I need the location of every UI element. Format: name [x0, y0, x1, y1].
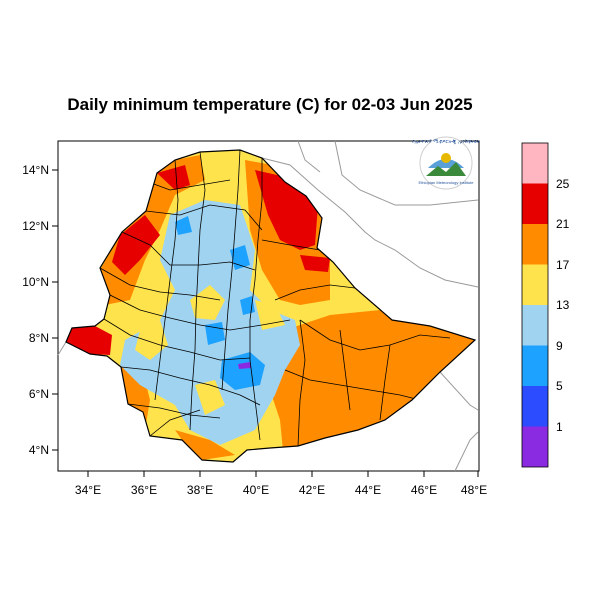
colorbar-label: 1 [556, 420, 563, 434]
admin-boundaries [99, 150, 451, 447]
colorbar-label: 25 [556, 177, 570, 191]
colorbar-label: 13 [556, 298, 570, 312]
colorbar-bin [522, 386, 548, 427]
colorbar-bin [522, 345, 548, 386]
x-tick-label: 46°E [411, 483, 437, 497]
map-title: Daily minimum temperature (C) for 02-03 … [67, 95, 473, 114]
colorbar-bin [522, 143, 548, 184]
colorbar: 25 21 17 13 9 5 1 [521, 142, 570, 468]
colorbar-bin [522, 305, 548, 346]
y-tick-label: 8°N [29, 331, 49, 345]
x-tick-label: 44°E [355, 483, 381, 497]
colorbar-bin [522, 224, 548, 265]
logo-name-text: Ethiopian Meteorology Institute [419, 180, 475, 185]
colorbar-bin [522, 264, 548, 305]
x-axis: 34°E 36°E 38°E 40°E 42°E 44°E 46°E 48°E [75, 471, 487, 497]
y-tick-label: 4°N [29, 443, 49, 457]
logo-arc-text: የኢትዮጵያ ሚቲዎሮሎጂ ኢንስቲትዩት [412, 139, 481, 145]
x-tick-label: 48°E [461, 483, 487, 497]
colorbar-label: 5 [556, 379, 563, 393]
colorbar-label: 21 [556, 217, 570, 231]
colorbar-bin [522, 183, 548, 224]
x-tick-label: 34°E [75, 483, 101, 497]
colorbar-label: 9 [556, 339, 563, 353]
y-tick-label: 12°N [22, 219, 49, 233]
x-tick-label: 36°E [131, 483, 157, 497]
y-tick-label: 14°N [22, 163, 49, 177]
x-tick-label: 38°E [187, 483, 213, 497]
colorbar-bin [522, 426, 548, 467]
colorbar-label: 17 [556, 258, 570, 272]
x-tick-label: 42°E [299, 483, 325, 497]
y-tick-label: 6°N [29, 387, 49, 401]
y-tick-label: 10°N [22, 275, 49, 289]
neighbor-borders [57, 140, 479, 472]
institute-logo: የኢትዮጵያ ሚቲዎሮሎጂ ኢንስቲትዩት Ethiopian Meteorol… [412, 136, 481, 190]
country-outline [65, 149, 477, 463]
x-tick-label: 40°E [243, 483, 269, 497]
y-axis: 14°N 12°N 10°N 8°N 6°N 4°N [22, 163, 58, 457]
